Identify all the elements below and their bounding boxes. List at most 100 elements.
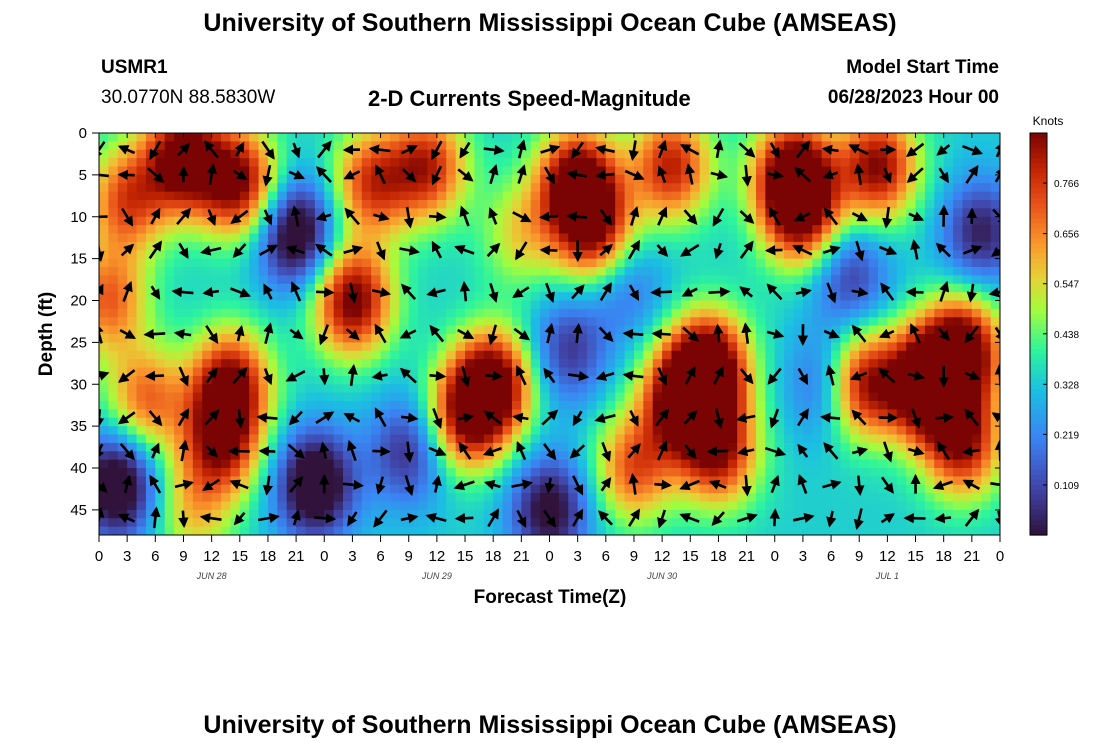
current-vector	[347, 511, 358, 527]
heatmap-cell	[831, 250, 842, 260]
heatmap-cell	[568, 241, 579, 251]
heatmap-cell	[277, 359, 288, 369]
heatmap-cell	[493, 317, 504, 327]
heatmap-cell	[211, 191, 222, 201]
heatmap-cell	[221, 451, 231, 461]
heatmap-cell	[352, 275, 363, 285]
heatmap-cell	[558, 509, 569, 519]
heatmap-cell	[812, 459, 823, 469]
heatmap-cell	[333, 225, 344, 235]
heatmap-cell	[418, 241, 429, 251]
heatmap-cell	[155, 292, 166, 302]
heatmap-cell	[755, 283, 766, 293]
heatmap-cell	[465, 434, 476, 444]
heatmap-cell	[258, 241, 269, 251]
heatmap-cell	[633, 384, 644, 394]
heatmap-cell	[624, 375, 635, 385]
heatmap-cell	[436, 200, 447, 209]
heatmap-cell	[746, 451, 757, 461]
heatmap-cell	[849, 350, 860, 360]
heatmap-cell	[192, 133, 203, 142]
heatmap-cell	[812, 342, 823, 352]
heatmap-cell	[221, 216, 231, 226]
heatmap-cell	[221, 133, 231, 142]
heatmap-cell	[164, 501, 175, 511]
current-vector	[657, 206, 668, 226]
heatmap-cell	[765, 459, 776, 469]
heatmap-cell	[446, 283, 457, 293]
heatmap-cell	[352, 308, 363, 318]
heatmap-cell	[587, 283, 598, 293]
heatmap-cell	[943, 509, 954, 519]
heatmap-cell	[380, 158, 391, 168]
heatmap-cell	[680, 300, 691, 310]
heatmap-cell	[953, 149, 964, 159]
heatmap-cell	[493, 258, 504, 268]
heatmap-cell	[840, 342, 851, 352]
heatmap-cell	[915, 267, 926, 276]
heatmap-cell	[868, 451, 879, 461]
heatmap-cell	[662, 384, 673, 394]
heatmap-cell	[389, 283, 400, 293]
heatmap-cell	[558, 317, 569, 327]
heatmap-cell	[774, 350, 785, 360]
heatmap-cell	[418, 451, 429, 461]
heatmap-cell	[183, 334, 194, 343]
heatmap-cell	[145, 350, 156, 360]
heatmap-cell	[192, 484, 203, 494]
current-vector	[99, 322, 104, 344]
heatmap-cell	[502, 241, 513, 251]
heatmap-cell	[840, 526, 851, 535]
heatmap-cell	[136, 166, 147, 176]
heatmap-cell	[699, 392, 710, 402]
heatmap-cell	[615, 392, 626, 402]
heatmap-cell	[99, 233, 109, 243]
heatmap-cell	[474, 233, 485, 243]
heatmap-cell	[511, 275, 522, 285]
heatmap-cell	[737, 342, 748, 352]
heatmap-cell	[793, 409, 804, 419]
heatmap-cell	[521, 200, 532, 209]
heatmap-cell	[474, 225, 485, 235]
heatmap-cell	[868, 350, 879, 360]
heatmap-cell	[333, 149, 344, 159]
heatmap-cell	[934, 233, 945, 243]
heatmap-cell	[277, 275, 288, 285]
heatmap-cell	[615, 375, 626, 385]
heatmap-cell	[258, 308, 269, 318]
heatmap-cell	[249, 401, 260, 410]
heatmap-cell	[258, 526, 269, 535]
current-vector	[932, 480, 954, 491]
heatmap-cell	[286, 191, 297, 201]
heatmap-cell	[784, 225, 795, 235]
heatmap-cell	[558, 350, 569, 360]
heatmap-cell	[605, 509, 616, 519]
heatmap-cell	[389, 174, 400, 184]
current-vector	[99, 409, 105, 429]
heatmap-cell	[239, 375, 250, 385]
current-vector	[764, 446, 787, 457]
heatmap-cell	[99, 225, 109, 235]
current-vector	[516, 509, 527, 528]
heatmap-cell	[652, 501, 663, 511]
heatmap-cell	[577, 459, 588, 469]
heatmap-cell	[399, 141, 410, 151]
heatmap-cell	[343, 468, 354, 477]
heatmap-cell	[718, 191, 729, 201]
heatmap-cell	[267, 409, 278, 419]
heatmap-cell	[755, 375, 766, 385]
heatmap-cell	[314, 350, 325, 360]
heatmap-cell	[145, 233, 156, 243]
heatmap-cell	[953, 225, 964, 235]
current-vector	[910, 408, 921, 429]
heatmap-cell	[812, 518, 823, 528]
heatmap-cell	[155, 484, 166, 494]
heatmap-cell	[483, 158, 494, 168]
heatmap-cell	[737, 225, 748, 235]
heatmap-cell	[136, 426, 147, 436]
heatmap-cell	[465, 401, 476, 410]
heatmap-cell	[108, 133, 119, 142]
heatmap-cell	[502, 359, 513, 369]
heatmap-cell	[427, 434, 438, 444]
heatmap-cell	[840, 325, 851, 335]
